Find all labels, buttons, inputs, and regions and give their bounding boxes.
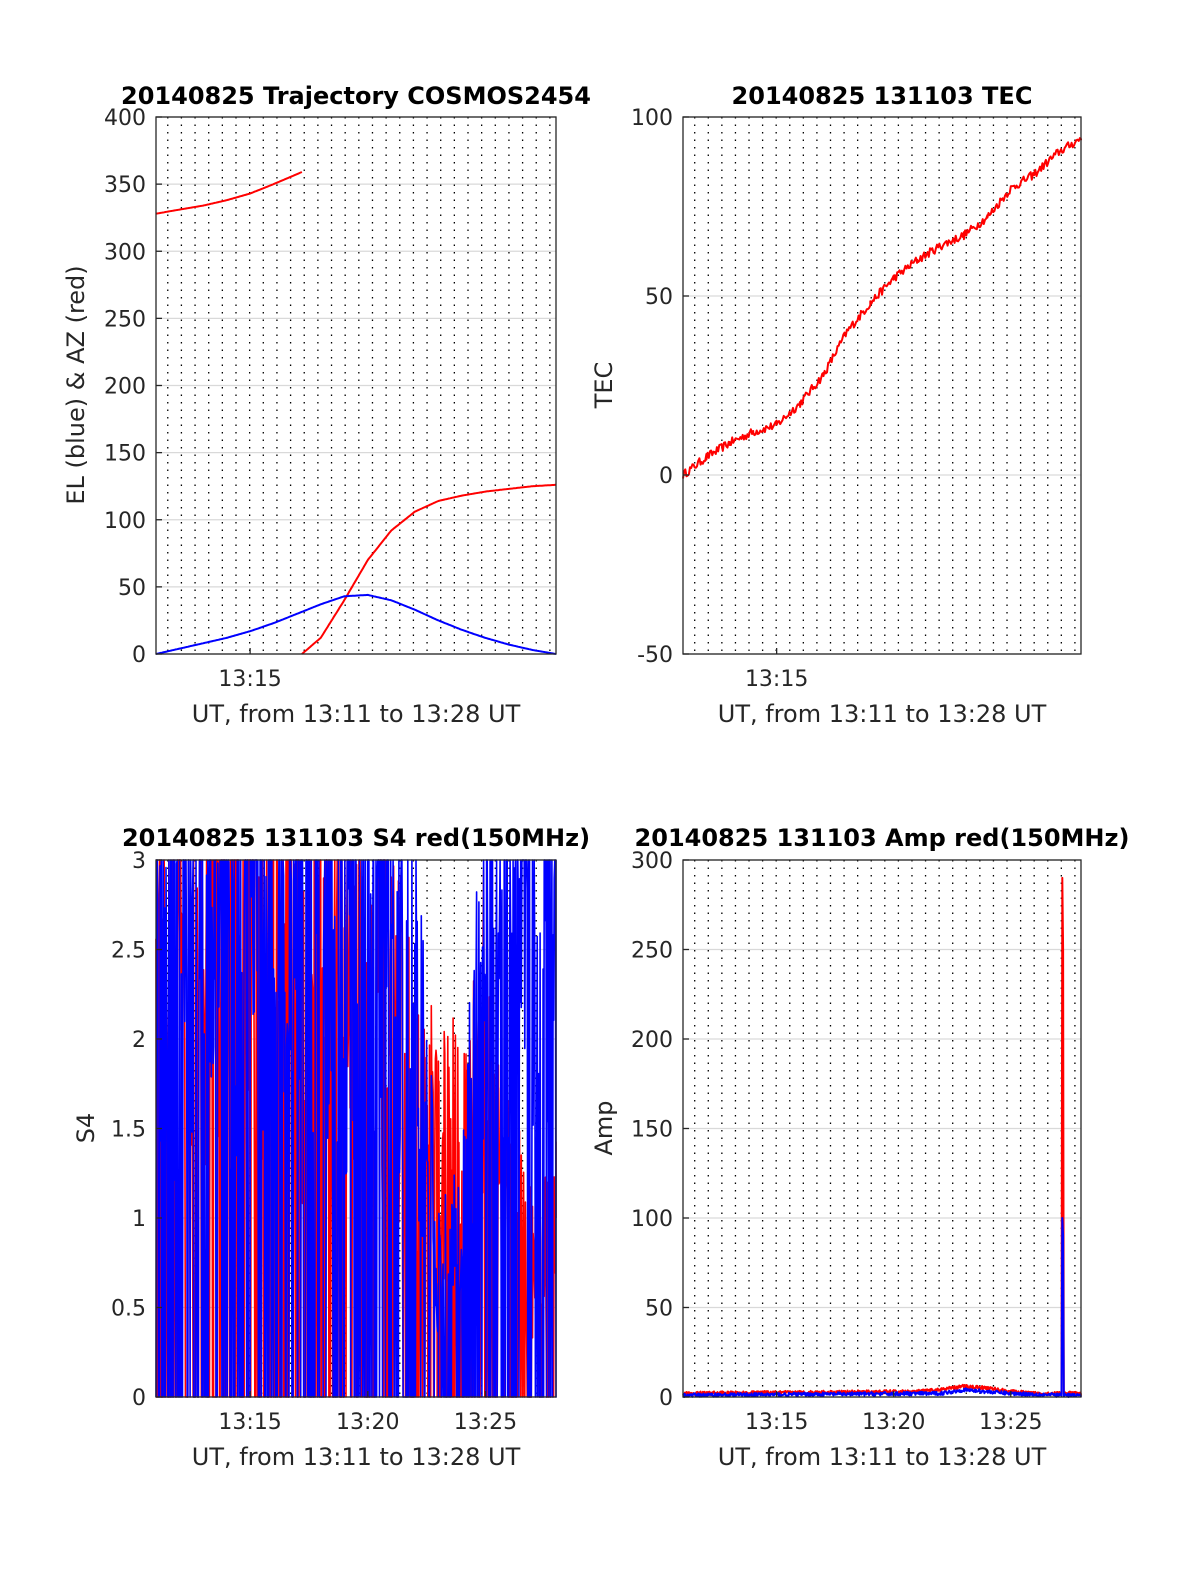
axes-box (682, 116, 1082, 655)
y-tick-label: 150 (631, 1118, 673, 1143)
y-tick-label: 100 (104, 509, 146, 534)
x-tick-label: 13:15 (218, 1410, 281, 1435)
x-tick-label: 13:25 (454, 1410, 517, 1435)
y-tick-label: -50 (637, 643, 673, 668)
x-tick-label: 13:20 (862, 1410, 925, 1435)
y-tick-label: 350 (104, 173, 146, 198)
xlabel-trajectory: UT, from 13:11 to 13:28 UT (192, 700, 521, 728)
series-line-trajectory-1 (301, 483, 557, 655)
y-tick-label: 0 (132, 1386, 146, 1411)
y-tick-label: 300 (631, 849, 673, 874)
y-tick-label: 200 (104, 375, 146, 400)
xlabel-s4: UT, from 13:11 to 13:28 UT (192, 1443, 521, 1471)
panel-amp: 20140825 131103 Amp red(150MHz) UT, from… (590, 824, 1129, 1471)
y-tick-label: 100 (631, 106, 673, 131)
ylabel-tec: TEC (590, 362, 618, 410)
plot-area-trajectory: 0 50 100 150 200 250 300 350 400 13:15 (104, 106, 557, 692)
x-tick-label: 13:15 (745, 1410, 808, 1435)
ylabel-s4: S4 (72, 1113, 100, 1144)
series-line-trajectory-0 (155, 171, 303, 215)
plot-area-amp: 0 50 100 150 200 250 300 13:15 13:20 13:25 (631, 849, 1082, 1435)
y-tick-label: 250 (631, 939, 673, 964)
plot-area-tec: -50 0 50 100 13:15 (631, 106, 1082, 692)
series-line-tec-0 (682, 137, 1082, 479)
y-tick-label: 3 (132, 849, 146, 874)
xlabel-tec: UT, from 13:11 to 13:28 UT (718, 700, 1047, 728)
y-tick-label: 50 (118, 576, 146, 601)
y-tick-label: 100 (631, 1207, 673, 1232)
y-tick-label: 2 (132, 1028, 146, 1053)
panel-tec: 20140825 131103 TEC UT, from 13:11 to 13… (590, 82, 1082, 728)
x-tick-label: 13:25 (979, 1410, 1042, 1435)
title-s4: 20140825 131103 S4 red(150MHz) (122, 824, 590, 852)
xlabel-amp: UT, from 13:11 to 13:28 UT (718, 1443, 1047, 1471)
y-tick-label: 150 (104, 442, 146, 467)
x-tick-label: 13:15 (218, 667, 281, 692)
series-line-s4-1 (155, 859, 557, 1398)
y-tick-label: 0.5 (111, 1297, 146, 1322)
x-tick-label: 13:20 (336, 1410, 399, 1435)
y-tick-label: 50 (645, 1297, 673, 1322)
x-tick-label: 13:15 (745, 667, 808, 692)
y-tick-label: 0 (132, 643, 146, 668)
panel-trajectory: 20140825 Trajectory COSMOS2454 UT, from … (62, 82, 591, 728)
y-tick-label: 1 (132, 1207, 146, 1232)
series-line-amp-1 (682, 1217, 1082, 1398)
title-trajectory: 20140825 Trajectory COSMOS2454 (121, 82, 591, 110)
plot-area-s4: 0 0.5 1 1.5 2 2.5 3 13:15 13:20 13:25 (111, 849, 557, 1435)
ylabel-trajectory: EL (blue) & AZ (red) (62, 265, 90, 504)
y-tick-label: 250 (104, 307, 146, 332)
title-amp: 20140825 131103 Amp red(150MHz) (635, 824, 1130, 852)
y-tick-label: 0 (659, 1386, 673, 1411)
y-tick-label: 0 (659, 464, 673, 489)
panel-s4: 20140825 131103 S4 red(150MHz) UT, from … (72, 824, 590, 1471)
y-tick-label: 2.5 (111, 939, 146, 964)
y-tick-label: 1.5 (111, 1118, 146, 1143)
y-tick-label: 200 (631, 1028, 673, 1053)
title-tec: 20140825 131103 TEC (732, 82, 1033, 110)
series-line-trajectory-2 (155, 593, 557, 655)
y-tick-label: 50 (645, 285, 673, 310)
series-line-amp-0 (682, 876, 1082, 1397)
y-tick-label: 400 (104, 106, 146, 131)
ylabel-amp: Amp (590, 1100, 618, 1155)
y-tick-label: 300 (104, 240, 146, 265)
